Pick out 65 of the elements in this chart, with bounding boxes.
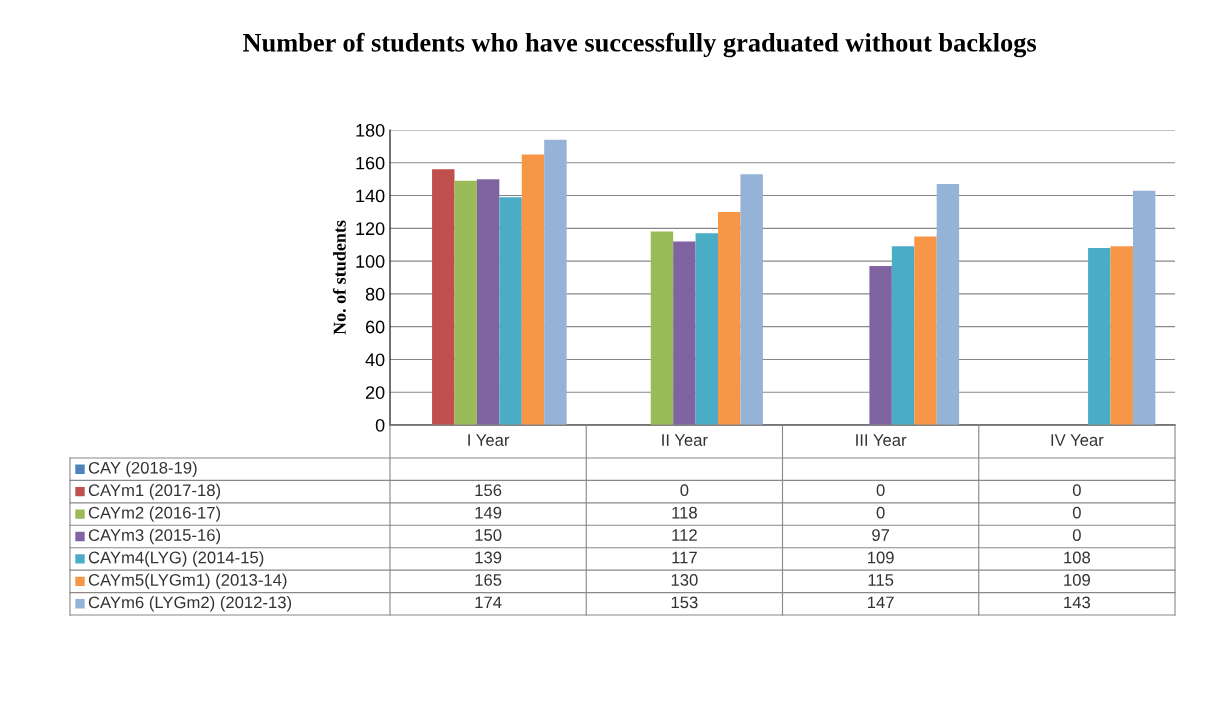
data-label: 97 [872,529,890,541]
y-tick-label: 60 [365,320,385,334]
bar [544,139,567,425]
legend-label: CAYm6 (LYGm2) (2012-13) [88,596,292,612]
data-label: 156 [475,484,502,497]
legend-label: CAYm2 (2016-17) [88,506,221,522]
legend-label: CAYm3 (2015-16) [88,528,221,545]
bar [476,179,500,425]
y-tick-label: 160 [356,156,385,170]
bar [936,184,960,425]
legend-label: CAYm1 (2017-18) [88,483,221,500]
bar [521,154,545,425]
bar [891,246,915,425]
data-label: 0 [1072,506,1081,519]
y-tick-label: 100 [356,255,385,268]
data-label: 165 [475,574,502,586]
bar [1110,246,1133,425]
y-tick-label: 140 [356,189,385,203]
y-tick-label: 120 [356,222,385,236]
y-tick-label: 80 [365,287,385,301]
bar [718,211,741,425]
bar [869,266,892,425]
bar [432,169,455,425]
data-label: 147 [867,596,894,609]
data-label: 143 [1064,596,1091,609]
legend-label: CAY (2018-19) [88,461,197,477]
bar [499,197,522,425]
y-tick-label: 40 [365,353,385,367]
bar [454,180,477,425]
data-label: 150 [475,529,502,541]
bar [1132,190,1156,425]
y-tick-label: 0 [375,418,385,432]
data-label: 0 [1072,529,1081,541]
bar [740,174,763,425]
data-label: 112 [672,529,697,541]
data-label: 0 [876,506,885,519]
data-label: 109 [1064,574,1090,586]
x-tick-label: IV Year [1051,434,1104,446]
data-label: 115 [868,574,894,586]
legend-label: CAYm5(LYGm1) (2013-14) [88,573,287,590]
data-label: 108 [1064,551,1091,564]
bar [914,236,937,425]
data-label: 149 [475,506,502,519]
data-label: 153 [671,596,698,609]
data-label: 118 [672,506,697,519]
data-label: 117 [672,551,697,564]
bar [650,231,674,425]
bar [673,241,696,425]
x-tick-label: II Year [662,434,708,446]
y-axis-title: No. of students [332,220,346,335]
data-label: 0 [876,484,885,497]
data-label: 139 [475,551,502,564]
y-tick-label: 180 [356,123,385,137]
legend-label: CAYm4(LYG) (2014-15) [88,551,264,567]
y-tick-label: 20 [365,386,385,399]
bar [1088,248,1111,425]
data-label: 109 [867,551,894,564]
data-label: 130 [671,574,698,586]
data-label: 174 [475,596,502,609]
x-tick-label: III Year [856,434,907,446]
data-label: 0 [1072,484,1081,497]
chart-title: Number of students who have successfully graduated without backlogs [243,32,1037,58]
x-tick-label: I Year [468,434,510,446]
bar [695,233,719,425]
data-label: 0 [680,484,689,497]
